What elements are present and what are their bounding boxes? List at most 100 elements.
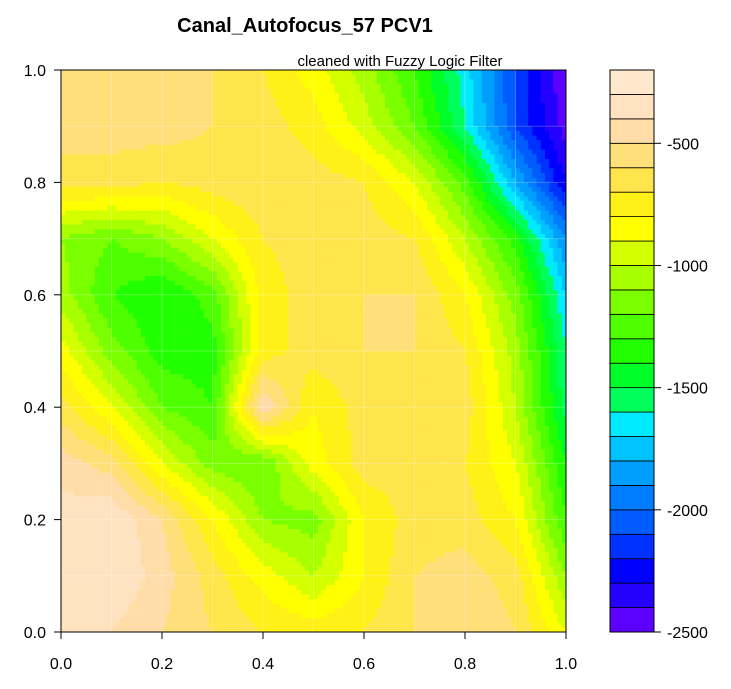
contour-cell	[318, 154, 323, 159]
contour-cell	[179, 211, 184, 216]
contour-cell	[549, 107, 554, 112]
contour-cell	[187, 215, 192, 220]
contour-cell	[133, 70, 138, 75]
contour-cell	[469, 229, 474, 234]
contour-cell	[478, 215, 483, 220]
contour-cell	[507, 225, 512, 230]
contour-cell	[255, 187, 260, 192]
contour-cell	[436, 187, 441, 192]
contour-cell	[343, 215, 348, 220]
contour-cell	[503, 173, 508, 178]
contour-cell	[78, 154, 83, 159]
contour-cell	[124, 168, 129, 173]
contour-cell	[196, 112, 201, 117]
contour-cell	[339, 131, 344, 136]
contour-cell	[469, 187, 474, 192]
contour-cell	[128, 164, 133, 169]
contour-cell	[393, 136, 398, 141]
contour-cell	[389, 89, 394, 94]
contour-cell	[558, 206, 563, 211]
contour-cell	[170, 84, 175, 89]
contour-cell	[478, 75, 483, 80]
contour-cell	[356, 70, 361, 75]
contour-cell	[86, 243, 91, 248]
contour-cell	[112, 211, 117, 216]
contour-cell	[133, 75, 138, 80]
contour-cell	[128, 201, 133, 206]
contour-cell	[415, 117, 420, 122]
contour-cell	[61, 257, 66, 262]
contour-cell	[187, 164, 192, 169]
contour-cell	[372, 220, 377, 225]
contour-cell	[179, 248, 184, 253]
contour-cell	[528, 201, 533, 206]
contour-cell	[478, 192, 483, 197]
contour-cell	[128, 117, 133, 122]
contour-cell	[503, 248, 508, 253]
contour-cell	[246, 225, 251, 230]
contour-cell	[452, 154, 457, 159]
contour-cell	[524, 150, 529, 155]
contour-cell	[234, 182, 239, 187]
contour-cell	[284, 173, 289, 178]
contour-cell	[116, 98, 121, 103]
contour-cell	[351, 173, 356, 178]
contour-cell	[322, 136, 327, 141]
contour-cell	[82, 253, 87, 258]
contour-cell	[200, 164, 205, 169]
contour-cell	[99, 103, 104, 108]
contour-cell	[545, 131, 550, 136]
contour-cell	[326, 126, 331, 131]
contour-cell	[166, 215, 171, 220]
contour-cell	[204, 164, 209, 169]
contour-cell	[553, 206, 558, 211]
contour-cell	[284, 257, 289, 262]
contour-cell	[406, 201, 411, 206]
contour-cell	[444, 192, 449, 197]
contour-cell	[377, 211, 382, 216]
contour-cell	[90, 150, 95, 155]
contour-cell	[520, 248, 525, 253]
contour-cell	[90, 262, 95, 267]
contour-cell	[196, 215, 201, 220]
contour-cell	[103, 173, 108, 178]
contour-cell	[69, 201, 74, 206]
contour-cell	[196, 173, 201, 178]
contour-cell	[465, 239, 470, 244]
contour-cell	[82, 159, 87, 164]
contour-cell	[124, 75, 129, 80]
contour-cell	[116, 117, 121, 122]
contour-cell	[528, 220, 533, 225]
contour-cell	[288, 159, 293, 164]
contour-cell	[440, 117, 445, 122]
contour-cell	[276, 112, 281, 117]
contour-cell	[200, 182, 205, 187]
contour-cell	[520, 201, 525, 206]
contour-cell	[128, 84, 133, 89]
contour-cell	[242, 89, 247, 94]
contour-cell	[284, 239, 289, 244]
contour-cell	[229, 164, 234, 169]
contour-cell	[507, 201, 512, 206]
contour-cell	[532, 182, 537, 187]
contour-cell	[170, 154, 175, 159]
contour-cell	[436, 98, 441, 103]
contour-cell	[82, 201, 87, 206]
contour-cell	[128, 150, 133, 155]
contour-cell	[343, 168, 348, 173]
contour-cell	[372, 154, 377, 159]
contour-cell	[200, 154, 205, 159]
contour-cell	[234, 201, 239, 206]
contour-cell	[238, 253, 243, 258]
contour-cell	[364, 103, 369, 108]
contour-cell	[503, 168, 508, 173]
contour-cell	[528, 196, 533, 201]
contour-cell	[250, 103, 255, 108]
contour-cell	[398, 253, 403, 258]
contour-cell	[288, 98, 293, 103]
contour-cell	[183, 75, 188, 80]
contour-cell	[318, 103, 323, 108]
contour-cell	[271, 150, 276, 155]
contour-cell	[65, 201, 70, 206]
contour-cell	[419, 107, 424, 112]
